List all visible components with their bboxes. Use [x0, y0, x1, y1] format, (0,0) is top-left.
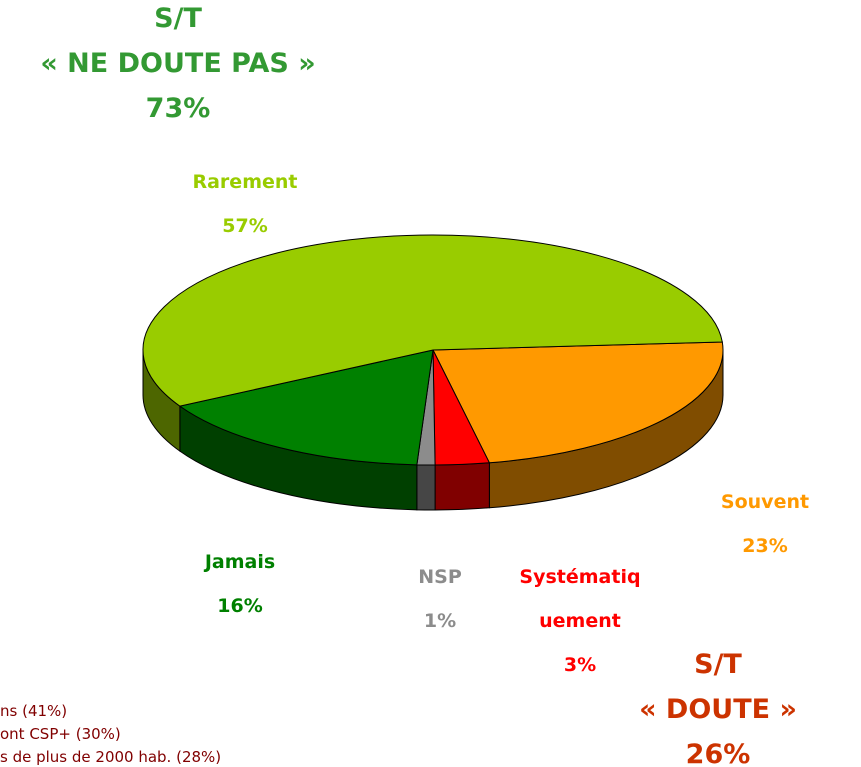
slice-side — [434, 462, 490, 511]
slice — [178, 349, 434, 466]
category-label: Souvent — [720, 491, 810, 513]
slice-label: NSP 1% — [410, 555, 470, 643]
category-label: Systématiquement — [519, 566, 641, 632]
slice-label: Rarement 57% — [180, 160, 310, 248]
annotation-line: 73% — [145, 93, 211, 124]
annotation: S/T « DOUTE » 26% — [639, 642, 797, 767]
value-label: 57% — [222, 215, 268, 237]
value-label: 1% — [423, 610, 457, 632]
annotation-line: « DOUTE » — [639, 694, 797, 725]
slice-side — [416, 464, 436, 511]
annotation-line: s de plus de 2000 hab. (28%) — [0, 748, 222, 766]
slice-label: Souvent 23% — [705, 480, 825, 568]
category-label: Jamais — [204, 551, 276, 573]
category-label: Rarement — [192, 171, 298, 193]
annotation-line: S/T — [694, 649, 742, 680]
annotation-line: 26% — [685, 739, 751, 767]
value-label: 3% — [563, 654, 597, 676]
slice-label: Systématiquement 3% — [515, 555, 645, 687]
slice — [142, 234, 723, 407]
slice — [432, 341, 724, 464]
annotation: S/T « NE DOUTE PAS » 73% — [40, 0, 315, 131]
annotation-line: ns (41%) — [0, 702, 68, 720]
annotation-line: ont CSP+ (30%) — [0, 725, 121, 743]
annotation-line: S/T — [154, 3, 202, 34]
value-label: 23% — [742, 535, 788, 557]
annotation-line: « NE DOUTE PAS » — [40, 48, 316, 79]
slice-label: Jamais 16% — [180, 540, 300, 628]
value-label: 16% — [217, 595, 263, 617]
annotation: ns (41%) ont CSP+ (30%) s de plus de 2000 … — [0, 700, 221, 767]
category-label: NSP — [418, 566, 462, 588]
